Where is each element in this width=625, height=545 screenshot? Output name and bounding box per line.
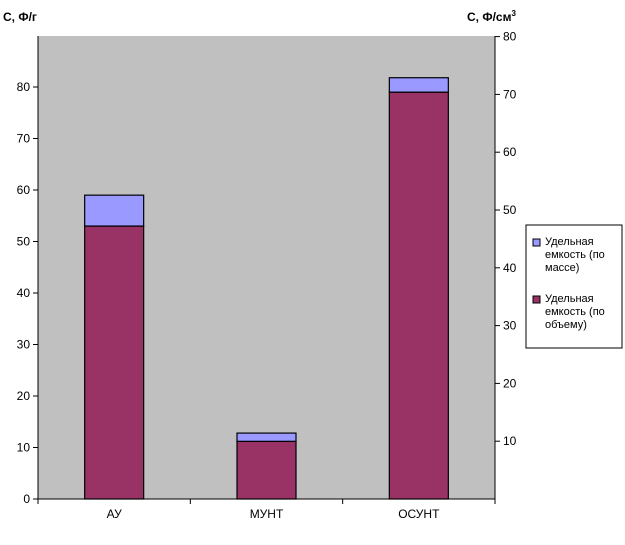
legend-label-line: емкость (по [545,249,605,261]
legend-label-line: массе) [545,262,579,274]
right-tick-label: 10 [503,434,517,448]
bar-volume-3 [388,91,449,500]
left-tick-label: 30 [17,338,31,352]
legend-label-line: Удельная [545,293,594,305]
legend-label-line: объему) [545,319,587,331]
right-tick-label: 50 [503,203,517,217]
right-tick-label: 60 [503,145,517,159]
bar-volume-2 [236,440,297,500]
left-axis-title: С, Ф/г [3,10,37,24]
bars-group [84,77,449,500]
right-tick-label: 70 [503,87,517,101]
right-axis-title-base: С, Ф/см [467,10,512,24]
legend-label-line: емкость (по [545,306,605,318]
right-tick-label: 40 [503,261,517,275]
bar-volume-1 [84,225,145,500]
right-axis-title: С, Ф/см3 [467,9,516,24]
left-tick-label: 80 [17,80,31,94]
bar-mass-3 [388,77,449,93]
left-tick-label: 60 [17,183,31,197]
left-tick-label: 40 [17,286,31,300]
bar-mass-1 [84,194,145,227]
right-axis-title-superscript: 3 [511,9,516,18]
bar-mass-2 [236,432,297,442]
left-tick-label: 50 [17,235,31,249]
left-tick-label: 10 [17,441,31,455]
x-tick-label: АУ [107,507,122,521]
x-tick-label: ОСУНТ [398,507,440,521]
axes-group [33,36,500,504]
right-tick-label: 30 [503,319,517,333]
left-tick-label: 0 [23,492,30,506]
legend-label-line: Удельная [545,236,594,248]
right-tick-label: 80 [503,30,517,44]
right-tick-label: 20 [503,376,517,390]
legend-swatch [532,238,541,247]
legend-swatch [532,295,541,304]
legend-box [525,224,623,349]
left-tick-label: 20 [17,389,31,403]
x-tick-label: МУНТ [250,507,284,521]
left-tick-label: 70 [17,132,31,146]
ticks-group: АУ МУНТ ОСУНТ 0 10 20 30 40 50 60 70 80 10 20 30 40 50 60… [17,30,517,521]
